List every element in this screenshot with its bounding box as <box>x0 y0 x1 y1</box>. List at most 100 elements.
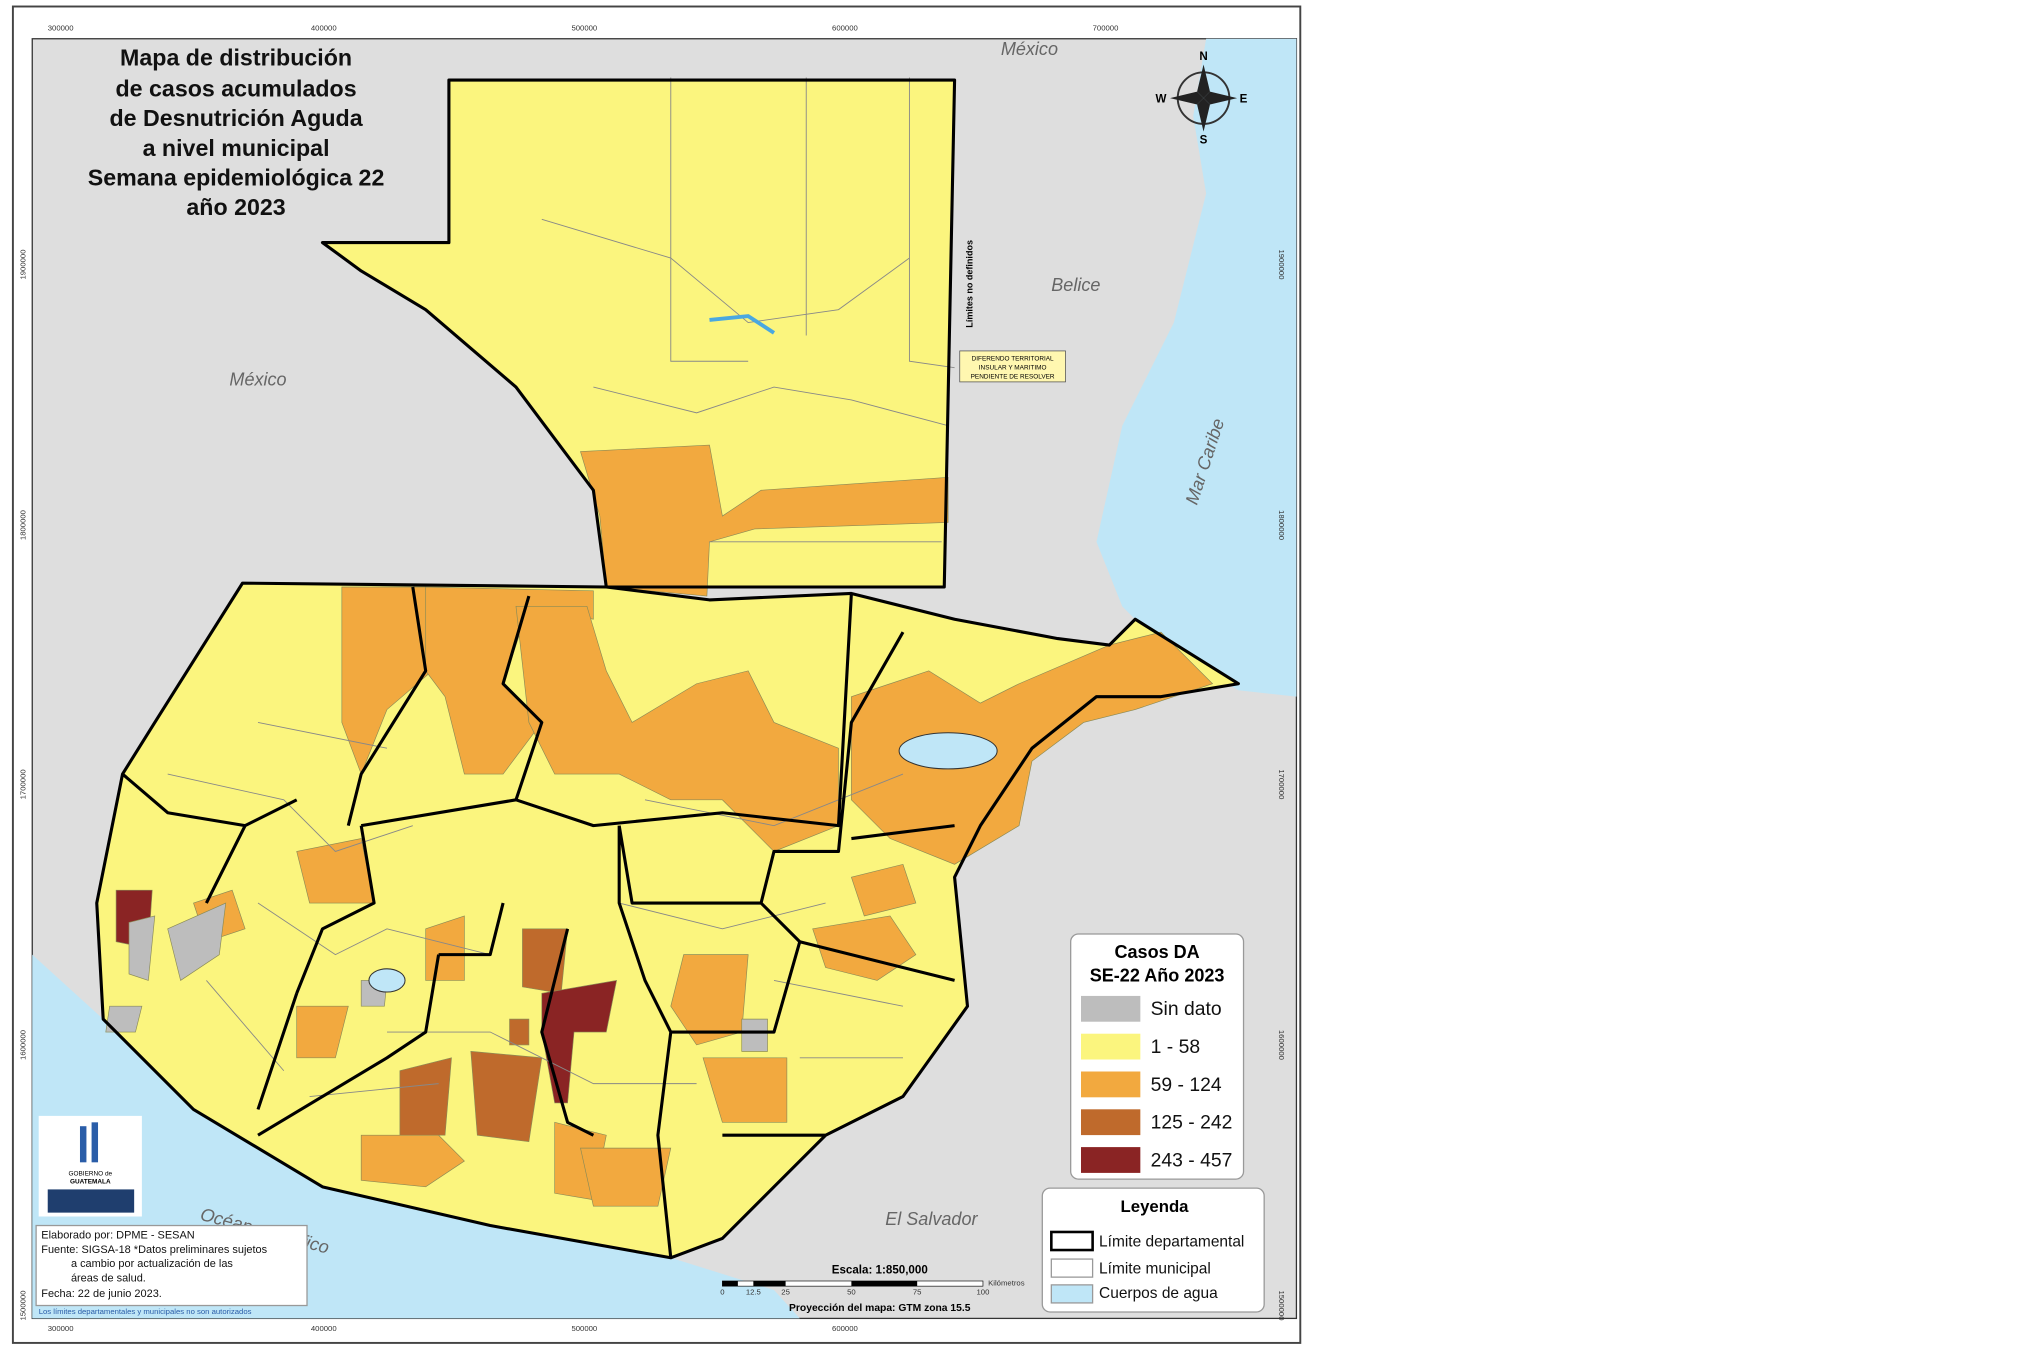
legend-label: Cuerpos de agua <box>1099 1285 1218 1302</box>
credit-line: a cambio por actualización de las <box>71 1258 233 1270</box>
legend-swatch <box>1050 1230 1094 1252</box>
grid-label: 1700000 <box>18 769 27 799</box>
title-line: año 2023 <box>186 194 285 220</box>
credit-line: Fuente: SIGSA-18 *Datos preliminares suj… <box>41 1244 267 1256</box>
grid-label: 1900000 <box>1277 249 1286 279</box>
legend-swatch <box>1050 1284 1094 1304</box>
grid-label: 1500000 <box>18 1290 27 1320</box>
grid-label: 1600000 <box>18 1030 27 1060</box>
region <box>670 954 749 1046</box>
compass-label: S <box>1200 134 1208 147</box>
compass-label: E <box>1240 92 1248 105</box>
grid-label: 1600000 <box>1277 1030 1286 1060</box>
grid-label: 1800000 <box>18 510 27 540</box>
legend-label: 59 - 124 <box>1151 1074 1222 1096</box>
region <box>515 606 839 852</box>
projection: Proyección del mapa: GTM zona 15.5 <box>789 1303 971 1314</box>
lake-izabal <box>898 732 998 770</box>
title-line: a nivel municipal <box>143 135 330 161</box>
logo-text: GOBIERNO de <box>68 1171 112 1178</box>
legend-box <box>1041 1187 1265 1313</box>
legend-label: 125 - 242 <box>1151 1112 1233 1134</box>
grid-labels: 300000 400000 500000 600000 700000 30000… <box>18 23 1286 1332</box>
region <box>850 863 917 917</box>
grid-label: 500000 <box>571 1324 597 1333</box>
title-line: de Desnutrición Aguda <box>110 105 364 131</box>
compass-point <box>1197 64 1210 99</box>
caribbean-sea <box>1096 38 1297 697</box>
grid-label: 300000 <box>48 23 74 32</box>
legend-swatch <box>1080 1147 1141 1173</box>
grid-label: 1800000 <box>1277 510 1286 540</box>
compass-point <box>1203 91 1238 105</box>
logo-banner <box>47 1189 135 1213</box>
compass-label: N <box>1199 50 1207 63</box>
dispute-text: DIFERENDO TERRITORIAL <box>972 355 1054 362</box>
credit-line: áreas de salud. <box>71 1272 146 1284</box>
credits-box <box>35 1224 308 1307</box>
scale-tick: 25 <box>781 1288 790 1297</box>
scale-seg <box>753 1280 786 1287</box>
legend-label: 1 - 58 <box>1151 1036 1200 1058</box>
grid-label: 500000 <box>571 23 597 32</box>
dispute-text: PENDIENTE DE RESOLVER <box>971 373 1055 380</box>
scale-tick: 50 <box>847 1288 856 1297</box>
legend-title: Leyenda <box>1121 1197 1190 1216</box>
place-label: México <box>1001 39 1058 59</box>
compass: N S E W <box>1156 50 1248 147</box>
title-line: Semana epidemiológica 22 <box>88 164 385 190</box>
grid-label: 400000 <box>311 1324 337 1333</box>
grid-label: 400000 <box>311 23 337 32</box>
grid-label: 300000 <box>48 1324 74 1333</box>
compass-point <box>1170 91 1204 105</box>
logo-bar <box>91 1122 99 1163</box>
legend-label: Sin dato <box>1151 998 1222 1020</box>
legend-label: Límite departamental <box>1099 1233 1244 1250</box>
legend-title: Casos DA <box>1114 942 1199 962</box>
grid-label: 1900000 <box>18 249 27 279</box>
scale-tick: 0 <box>720 1288 724 1297</box>
grid-label: 600000 <box>832 23 858 32</box>
lake-atitlan <box>368 968 406 993</box>
credits: Elaborado por: DPME - SESAN Fuente: SIGS… <box>35 1224 308 1316</box>
legend-swatch <box>1080 995 1141 1022</box>
scale-seg <box>722 1280 738 1287</box>
region <box>580 1147 672 1207</box>
scale: Escala: 1:850,000 0 12.5 25 50 75 100 Ki… <box>720 1264 1024 1314</box>
legend-title: SE-22 Año 2023 <box>1090 965 1225 985</box>
place-label: México <box>229 369 286 389</box>
place-label: El Salvador <box>885 1209 978 1229</box>
grid-label: 600000 <box>832 1324 858 1333</box>
scale-tick: 12.5 <box>746 1288 761 1297</box>
credit-line: Fecha: 22 de junio 2023. <box>41 1288 162 1300</box>
legend-label: 243 - 457 <box>1151 1149 1233 1171</box>
region <box>399 1057 452 1136</box>
grid-label: 1700000 <box>1277 769 1286 799</box>
scale-title: Escala: 1:850,000 <box>832 1264 928 1277</box>
title: Mapa de distribución de casos acumulados… <box>88 45 385 221</box>
legend: Leyenda Límite departamental Límite muni… <box>1041 1187 1265 1313</box>
legend-label: Límite municipal <box>1099 1260 1211 1277</box>
logo-text: GUATEMALA <box>70 1178 111 1185</box>
region <box>470 1051 543 1143</box>
logo: GOBIERNO de GUATEMALA <box>38 1115 142 1217</box>
legend-swatch <box>1080 1033 1141 1060</box>
region <box>702 1057 788 1123</box>
department-borders <box>95 78 1240 1260</box>
compass-label: W <box>1156 92 1167 105</box>
region <box>425 915 465 981</box>
lake-peten-itza <box>709 314 776 335</box>
logo-bar <box>79 1126 87 1163</box>
region <box>167 902 227 981</box>
note: Los límites departamentales y municipale… <box>39 1307 252 1316</box>
legend-swatch <box>1080 1109 1141 1136</box>
region <box>509 1018 530 1046</box>
title-line: Mapa de distribución <box>120 45 352 71</box>
region <box>296 1005 349 1059</box>
region <box>128 915 156 981</box>
credit-line: Elaborado por: DPME - SESAN <box>41 1230 194 1242</box>
dispute-box <box>959 350 1066 383</box>
municipal-borders <box>167 77 955 1097</box>
title-line: de casos acumulados <box>115 75 356 101</box>
legend-cases: Casos DA SE-22 Año 2023 Sin dato 1 - 58 59… <box>1070 933 1245 1180</box>
